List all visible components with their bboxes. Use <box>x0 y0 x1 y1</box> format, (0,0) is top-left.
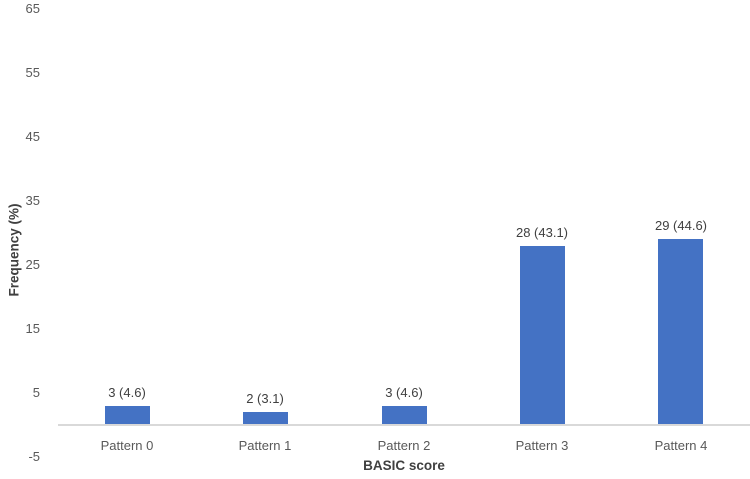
x-tick-label-pattern-4: Pattern 4 <box>654 438 708 453</box>
x-axis-line <box>58 424 750 426</box>
y-tick-label: -5 <box>28 449 40 464</box>
y-tick-label: 5 <box>32 385 40 400</box>
y-tick-label: 45 <box>25 129 40 144</box>
x-tick-label-pattern-1: Pattern 1 <box>238 438 292 453</box>
y-tick-label: 65 <box>25 1 40 16</box>
bar-value-label: 3 (4.6) <box>385 385 423 400</box>
y-tick-label: 55 <box>25 65 40 80</box>
bar-pattern-3 <box>520 246 565 424</box>
y-axis-title: Frequency (%) <box>6 203 22 297</box>
x-tick-label-pattern-3: Pattern 3 <box>515 438 569 453</box>
bar-pattern-2 <box>382 406 427 424</box>
bar-value-label: 28 (43.1) <box>515 225 569 240</box>
y-tick-label: 35 <box>25 193 40 208</box>
x-tick-label-pattern-2: Pattern 2 <box>377 438 431 453</box>
bar-value-label: 2 (3.1) <box>246 391 284 406</box>
bar-value-label: 3 (4.6) <box>108 385 146 400</box>
bar-pattern-4 <box>658 239 703 424</box>
x-axis-title: BASIC score <box>363 458 445 473</box>
bar-pattern-0 <box>105 406 150 424</box>
bar-value-label: 29 (44.6) <box>654 218 708 233</box>
bar-pattern-1 <box>243 412 288 424</box>
x-tick-label-pattern-0: Pattern 0 <box>100 438 154 453</box>
y-tick-label: 25 <box>25 257 40 272</box>
y-tick-label: 15 <box>25 321 40 336</box>
